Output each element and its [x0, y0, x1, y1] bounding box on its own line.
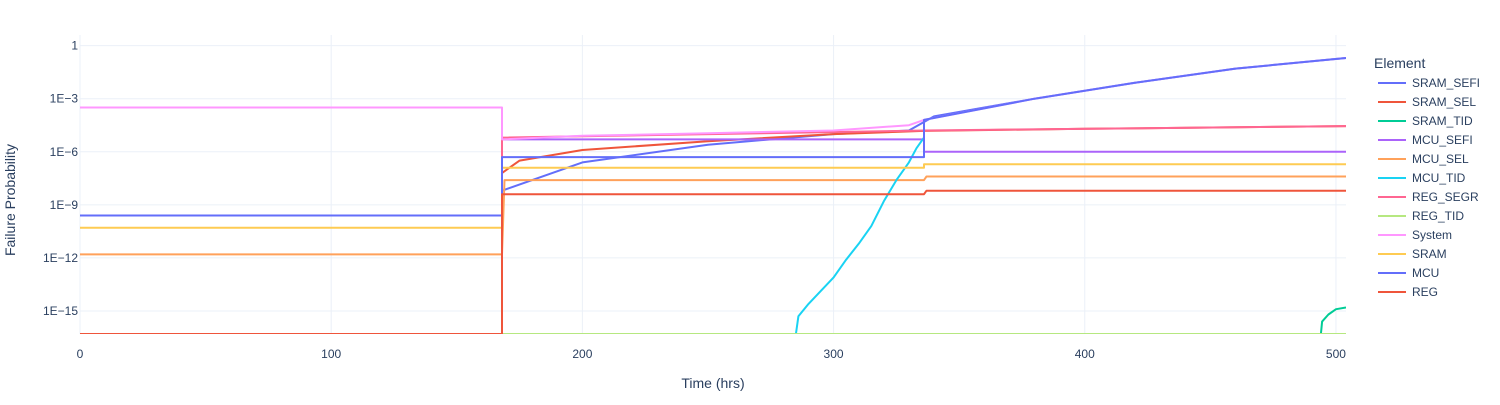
legend-label: MCU_SEFI: [1412, 133, 1473, 147]
series-line-sram[interactable]: [80, 163, 1346, 229]
legend-item-mcu-sel[interactable]: MCU_SEL: [1378, 152, 1469, 166]
series-line-reg[interactable]: [80, 189, 1346, 334]
x-tick-label: 200: [572, 347, 592, 361]
x-tick-label: 500: [1326, 347, 1346, 361]
legend-label: SRAM_TID: [1412, 114, 1473, 128]
series-line-sram-sefi[interactable]: [80, 57, 1346, 334]
legend-label: REG_TID: [1412, 209, 1464, 223]
x-axis-title: Time (hrs): [681, 375, 744, 391]
y-tick-label: 1E−9: [50, 198, 79, 212]
legend-label: REG_SEGR: [1412, 190, 1479, 204]
x-tick-label: 0: [77, 347, 84, 361]
x-tick-label: 300: [824, 347, 844, 361]
legend-label: MCU: [1412, 266, 1439, 280]
legend-item-sram-sefi[interactable]: SRAM_SEFI: [1378, 76, 1480, 90]
legend-label: REG: [1412, 285, 1438, 299]
x-tick-label: 100: [321, 347, 341, 361]
legend-item-system[interactable]: System: [1378, 228, 1452, 242]
legend-item-reg-tid[interactable]: REG_TID: [1378, 209, 1464, 223]
legend-item-sram-tid[interactable]: SRAM_TID: [1378, 114, 1473, 128]
legend-label: MCU_SEL: [1412, 152, 1469, 166]
legend-item-sram-sel[interactable]: SRAM_SEL: [1378, 95, 1476, 109]
legend-item-mcu-sefi[interactable]: MCU_SEFI: [1378, 133, 1473, 147]
legend-item-sram[interactable]: SRAM: [1378, 247, 1447, 261]
legend-item-reg-segr[interactable]: REG_SEGR: [1378, 190, 1479, 204]
y-tick-label: 1E−6: [50, 145, 79, 159]
axes: 0 100 200 300 400 500 1 1E−3 1E−6 1E−9 1E−12 1E−15: [43, 39, 1346, 361]
legend-title: Element: [1374, 55, 1425, 71]
legend-label: SRAM: [1412, 247, 1447, 261]
y-tick-label: 1E−3: [50, 92, 79, 106]
legend-label: MCU_TID: [1412, 171, 1466, 185]
y-tick-label: 1: [71, 39, 78, 53]
legend-label: SRAM_SEL: [1412, 95, 1476, 109]
x-tick-label: 400: [1075, 347, 1095, 361]
plot-area: [80, 57, 1346, 335]
legend-item-mcu[interactable]: MCU: [1378, 266, 1439, 280]
series-line-mcu[interactable]: [80, 57, 1346, 217]
legend-label: System: [1412, 228, 1452, 242]
series-line-mcu-sel[interactable]: [80, 175, 1346, 256]
y-tick-label: 1E−12: [43, 251, 78, 265]
series-line-mcu-tid[interactable]: [794, 137, 925, 334]
legend-item-mcu-tid[interactable]: MCU_TID: [1378, 171, 1466, 185]
legend[interactable]: Element SRAM_SEFI SRAM_SEL SRAM_TID MCU_SEF…: [1374, 55, 1480, 299]
series-line-sram-tid[interactable]: [1319, 306, 1346, 335]
legend-label: SRAM_SEFI: [1412, 76, 1480, 90]
y-axis-title: Failure Probability: [2, 144, 18, 256]
y-tick-label: 1E−15: [43, 304, 78, 318]
legend-item-reg[interactable]: REG: [1378, 285, 1438, 299]
